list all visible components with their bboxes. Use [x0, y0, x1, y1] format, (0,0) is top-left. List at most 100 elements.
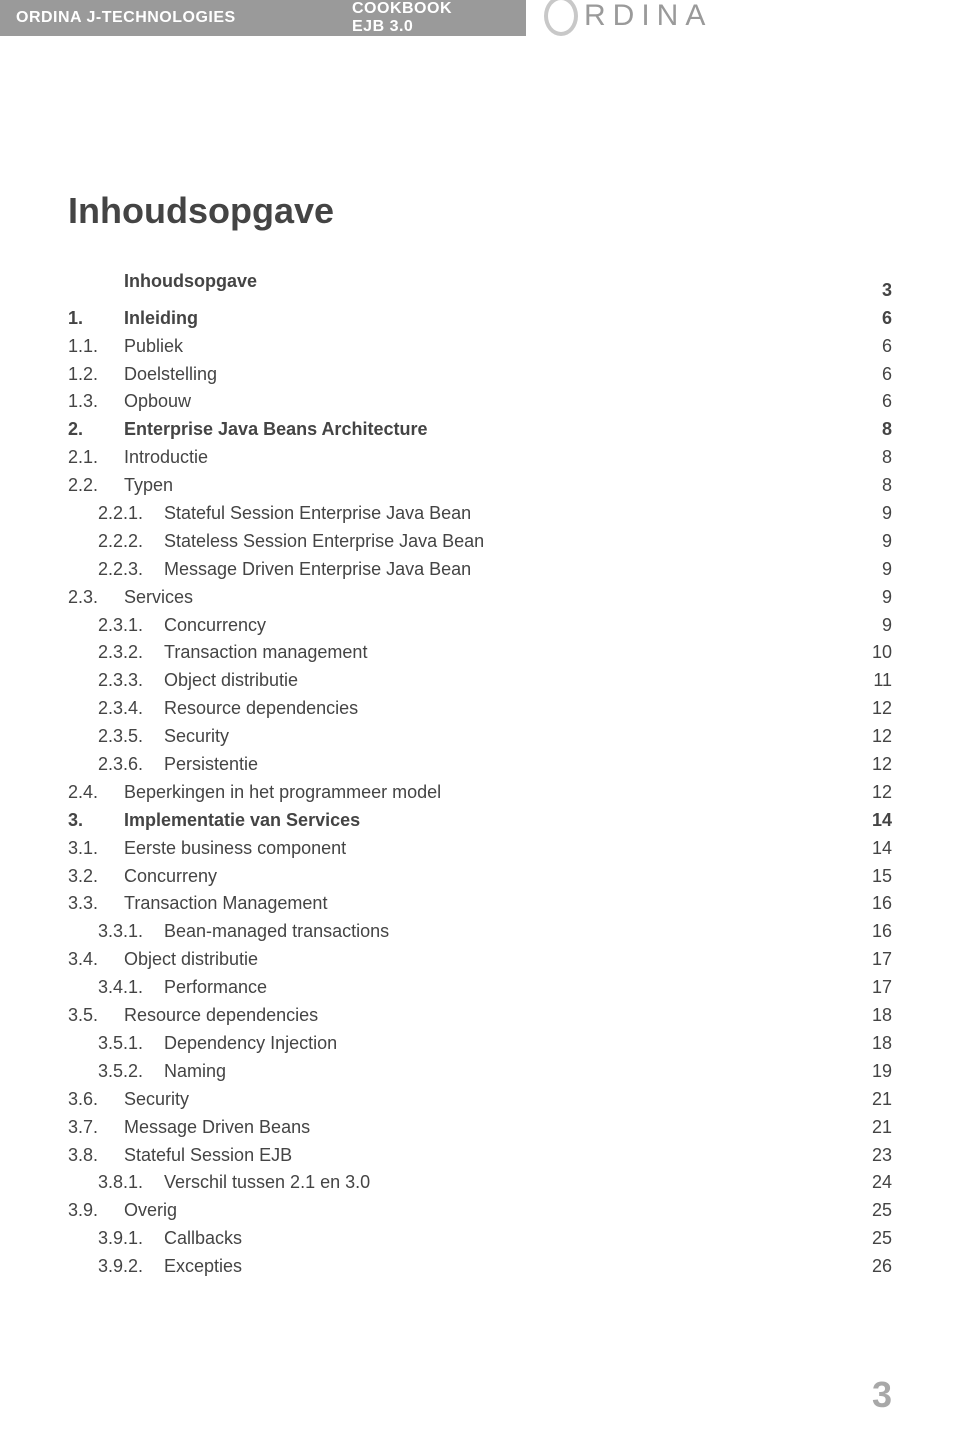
toc-entry-number: 2.: [68, 416, 124, 444]
toc-entry-text: Inleiding: [124, 305, 198, 333]
toc-entry-text: Services: [124, 584, 193, 612]
toc-row: 2.4.Beperkingen in het programmeer model…: [68, 779, 892, 807]
toc-entry-number: 3.5.: [68, 1002, 124, 1030]
toc-entry-text: Message Driven Beans: [124, 1114, 310, 1142]
toc-row: 2.2.1.Stateful Session Enterprise Java B…: [68, 500, 892, 528]
toc-entry-page: 9: [862, 556, 892, 584]
toc-entry-text: Concurreny: [124, 863, 217, 891]
toc-entry-number: 3.8.1.: [98, 1169, 164, 1197]
toc-entry-text: Object distributie: [124, 946, 258, 974]
toc-row: 3.9.Overig25: [68, 1197, 892, 1225]
toc-label: Inhoudsopgave: [68, 268, 257, 296]
toc-row: 3.3.1.Bean-managed transactions16: [68, 918, 892, 946]
toc-entry-text: Concurrency: [164, 612, 266, 640]
toc-entry-text: Excepties: [164, 1253, 242, 1281]
toc-row: 3.1.Eerste business component14: [68, 835, 892, 863]
toc-row: 1.3.Opbouw6: [68, 388, 892, 416]
header-left-text: ORDINA J-TECHNOLOGIES: [16, 9, 236, 27]
toc-label: 3.8.1.Verschil tussen 2.1 en 3.0: [68, 1169, 370, 1197]
toc-entry-text: Security: [124, 1086, 189, 1114]
toc-entry-page: 18: [862, 1030, 892, 1058]
toc-entry-text: Introductie: [124, 444, 208, 472]
toc-label: 3.4.1.Performance: [68, 974, 267, 1002]
toc-entry-page: 14: [862, 835, 892, 863]
toc-entry-text: Callbacks: [164, 1225, 242, 1253]
table-of-contents: Inhoudsopgave31.Inleiding61.1.Publiek61.…: [68, 268, 892, 1281]
toc-entry-page: 9: [862, 612, 892, 640]
toc-entry-page: 10: [862, 639, 892, 667]
toc-row: 3.7.Message Driven Beans 21: [68, 1114, 892, 1142]
toc-entry-page: 25: [862, 1225, 892, 1253]
toc-label: 3.9.1.Callbacks: [68, 1225, 242, 1253]
toc-label: 2.2.1.Stateful Session Enterprise Java B…: [68, 500, 471, 528]
toc-entry-page: 6: [862, 333, 892, 361]
header-middle-text: COOKBOOK EJB 3.0: [352, 0, 486, 36]
toc-entry-text: Resource dependencies: [124, 1002, 318, 1030]
toc-entry-number: 2.2.: [68, 472, 124, 500]
toc-entry-text: Dependency Injection: [164, 1030, 337, 1058]
toc-entry-page: 9: [862, 500, 892, 528]
toc-row: 2.3.6.Persistentie 12: [68, 751, 892, 779]
toc-entry-page: 6: [862, 305, 892, 333]
toc-entry-page: 17: [862, 974, 892, 1002]
toc-label: 2.4.Beperkingen in het programmeer model: [68, 779, 441, 807]
toc-entry-page: 6: [862, 361, 892, 389]
toc-entry-number: 3.5.1.: [98, 1030, 164, 1058]
toc-entry-page: 3: [862, 277, 892, 305]
toc-row: 3.8.Stateful Session EJB23: [68, 1142, 892, 1170]
toc-entry-page: 8: [862, 444, 892, 472]
toc-entry-number: 3.7.: [68, 1114, 124, 1142]
toc-label: 2.3.6.Persistentie: [68, 751, 258, 779]
toc-label: 2.3.1.Concurrency: [68, 612, 266, 640]
toc-entry-page: 8: [862, 416, 892, 444]
toc-row: 1.Inleiding 6: [68, 305, 892, 333]
header-left-bar: ORDINA J-TECHNOLOGIES: [0, 0, 336, 36]
toc-label: 1.3.Opbouw: [68, 388, 191, 416]
toc-entry-page: 8: [862, 472, 892, 500]
toc-label: 3.5.Resource dependencies: [68, 1002, 318, 1030]
toc-entry-page: 16: [862, 890, 892, 918]
toc-label: 2.2.2.Stateless Session Enterprise Java …: [68, 528, 484, 556]
toc-row: 2.2.Typen8: [68, 472, 892, 500]
toc-entry-page: 16: [862, 918, 892, 946]
toc-entry-page: 21: [862, 1114, 892, 1142]
toc-row: 3.9.1.Callbacks 25: [68, 1225, 892, 1253]
toc-row: 3.3.Transaction Management16: [68, 890, 892, 918]
toc-entry-number: 3.1.: [68, 835, 124, 863]
toc-label: 2.3.5.Security: [68, 723, 229, 751]
toc-label: 1.1.Publiek: [68, 333, 183, 361]
page: ORDINA J-TECHNOLOGIES COOKBOOK EJB 3.0 R…: [0, 0, 960, 1450]
toc-entry-number: 3.9.1.: [98, 1225, 164, 1253]
toc-entry-text: Transaction Management: [124, 890, 327, 918]
toc-entry-text: Stateful Session EJB: [124, 1142, 292, 1170]
toc-entry-number: 3.6.: [68, 1086, 124, 1114]
toc-label: 3.6.Security: [68, 1086, 189, 1114]
toc-entry-number: 2.2.1.: [98, 500, 164, 528]
toc-entry-text: Naming: [164, 1058, 226, 1086]
toc-entry-text: Object distributie: [164, 667, 298, 695]
toc-entry-page: 23: [862, 1142, 892, 1170]
toc-entry-page: 12: [862, 779, 892, 807]
toc-entry-text: Implementatie van Services: [124, 807, 360, 835]
toc-label: 3.9.2.Excepties: [68, 1253, 242, 1281]
toc-entry-number: 3.4.: [68, 946, 124, 974]
toc-row: 2.3.2.Transaction management10: [68, 639, 892, 667]
toc-entry-number: 1.2.: [68, 361, 124, 389]
toc-entry-text: Opbouw: [124, 388, 191, 416]
toc-row: Inhoudsopgave 3: [68, 268, 892, 305]
toc-label: 3.Implementatie van Services: [68, 807, 360, 835]
content-area: Inhoudsopgave Inhoudsopgave 31.Inleiding 6…: [68, 190, 892, 1281]
toc-row: 3.6.Security21: [68, 1086, 892, 1114]
toc-row: 2.Enterprise Java Beans Architecture8: [68, 416, 892, 444]
toc-entry-number: 3.3.1.: [98, 918, 164, 946]
toc-row: 3.4.Object distributie17: [68, 946, 892, 974]
toc-entry-text: Doelstelling: [124, 361, 217, 389]
toc-row: 3.8.1.Verschil tussen 2.1 en 3.024: [68, 1169, 892, 1197]
toc-entry-page: 12: [862, 695, 892, 723]
toc-entry-number: 3.: [68, 807, 124, 835]
toc-label: 3.7.Message Driven Beans: [68, 1114, 310, 1142]
toc-entry-number: 1.: [68, 305, 124, 333]
toc-entry-page: 26: [862, 1253, 892, 1281]
toc-entry-text: Verschil tussen 2.1 en 3.0: [164, 1169, 370, 1197]
toc-entry-page: 12: [862, 751, 892, 779]
